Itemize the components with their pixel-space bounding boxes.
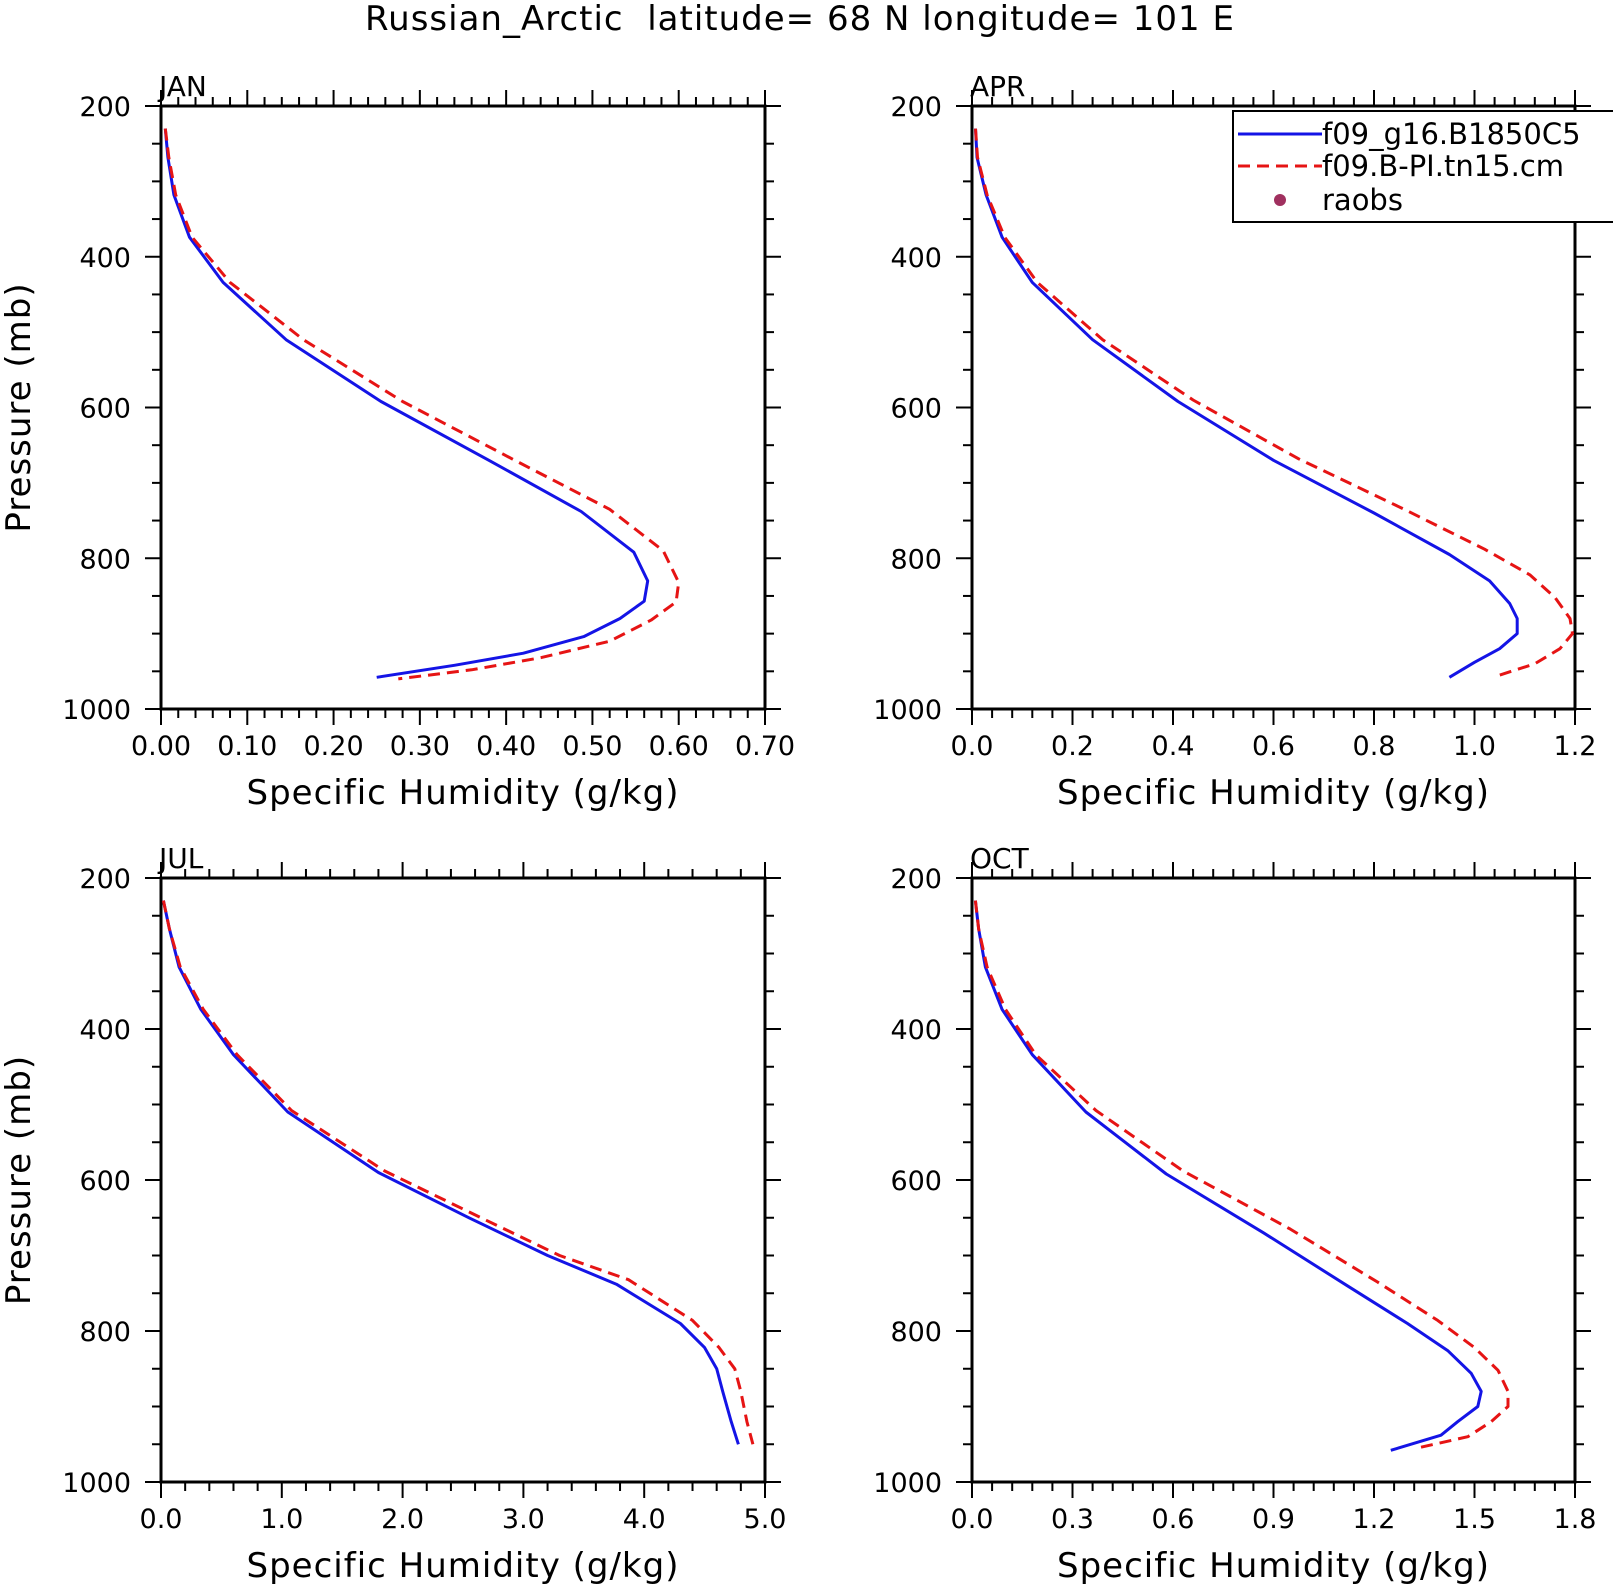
legend-label-model2: f09.B-PI.tn15.cm [1322, 149, 1564, 183]
panel-title-jan: JAN [157, 70, 207, 103]
legend: f09_g16.B1850C5 f09.B-PI.tn15.cm raobs [1232, 110, 1613, 223]
x-tick-label: 1.2 [1554, 731, 1597, 762]
y-tick-label: 200 [79, 864, 131, 895]
series-line-oct-2 [973, 900, 1510, 1450]
series-line-apr-1 [974, 128, 1519, 679]
x-tick-label: 0.9 [1252, 1504, 1295, 1535]
series-line-jan-1 [163, 128, 650, 679]
x-axis-label-oct: Specific Humidity (g/kg) [1057, 1546, 1490, 1586]
x-tick-label: 0.4 [1152, 731, 1195, 762]
y-tick-label: 600 [79, 1166, 131, 1197]
series-line-jan-2 [163, 128, 681, 681]
x-axis-label-jan: Specific Humidity (g/kg) [247, 773, 680, 813]
y-tick-label: 800 [79, 1317, 131, 1348]
x-tick-label: 0.0 [951, 731, 994, 762]
y-tick-label: 600 [890, 394, 942, 425]
panel-oct: OCT 0.0 0.3 0.6 0.9 1.2 1.5 1.8 200 400 600 800 1000… [873, 842, 1596, 1586]
y-tick-label: 1000 [873, 695, 942, 726]
plot-frame-jan [159, 104, 767, 711]
series-line-jul-2 [161, 900, 755, 1445]
y-tick-label: 200 [890, 864, 942, 895]
x-tick-label: 1.0 [1453, 731, 1496, 762]
panel-title-apr: APR [970, 70, 1026, 103]
legend-label-model1: f09_g16.B1850C5 [1322, 117, 1581, 151]
x-tick-label: 0.0 [951, 1504, 994, 1535]
x-tick-label: 0.10 [217, 731, 277, 762]
y-tick-label: 200 [79, 92, 131, 123]
y-axis-label-jul: Pressure (mb) [0, 1055, 39, 1305]
x-tick-label: 0.50 [562, 731, 622, 762]
legend-box [1232, 110, 1613, 223]
series-line-apr-2 [974, 128, 1574, 677]
x-tick-label: 1.8 [1554, 1504, 1597, 1535]
y-tick-label: 800 [890, 544, 942, 575]
y-tick-label: 600 [79, 394, 131, 425]
y-tick-label: 400 [79, 243, 131, 274]
x-tick-label: 3.0 [502, 1504, 545, 1535]
x-tick-label: 0.8 [1353, 731, 1396, 762]
panel-jan: JAN 0.00 0.10 0.20 0.30 0.40 0.50 0.60 0.70 200 40… [0, 70, 795, 813]
y-axis-label-jan: Pressure (mb) [0, 282, 39, 532]
y-tick-label: 1000 [873, 1468, 942, 1499]
x-tick-label: 0.70 [735, 731, 795, 762]
panel-jul: JUL 0.0 1.0 2.0 3.0 4.0 5.0 200 400 600 800 1000 Spe… [0, 842, 786, 1586]
x-tick-label: 0.0 [140, 1504, 183, 1535]
panel-apr: APR 0.0 0.2 0.4 0.6 0.8 1.0 1.2 200 400 600 800 1000… [873, 70, 1596, 813]
x-tick-label: 0.00 [131, 731, 191, 762]
plot-frame-oct [970, 876, 1577, 1484]
x-tick-label: 0.3 [1051, 1504, 1094, 1535]
x-tick-label: 1.0 [260, 1504, 303, 1535]
legend-marker-raobs [1274, 194, 1286, 206]
panel-title-oct: OCT [970, 842, 1030, 875]
series-line-jul-1 [161, 900, 740, 1445]
x-tick-label: 5.0 [744, 1504, 787, 1535]
x-tick-label: 4.0 [623, 1504, 666, 1535]
x-tick-label: 1.2 [1353, 1504, 1396, 1535]
y-tick-label: 400 [890, 243, 942, 274]
series-line-oct-1 [973, 900, 1483, 1452]
x-tick-label: 0.20 [304, 731, 364, 762]
x-tick-label: 1.5 [1453, 1504, 1496, 1535]
plot-frame-jul [159, 876, 767, 1484]
y-tick-label: 400 [890, 1015, 942, 1046]
x-tick-label: 0.60 [649, 731, 709, 762]
x-tick-label: 0.30 [390, 731, 450, 762]
x-axis-label-jul: Specific Humidity (g/kg) [247, 1546, 680, 1586]
panel-title-jul: JUL [157, 842, 204, 875]
x-axis-label-apr: Specific Humidity (g/kg) [1057, 773, 1490, 813]
x-tick-label: 0.40 [476, 731, 536, 762]
y-tick-label: 1000 [62, 695, 131, 726]
y-tick-label: 400 [79, 1015, 131, 1046]
x-tick-label: 2.0 [381, 1504, 424, 1535]
figure-title: Russian_Arctic latitude= 68 N longitude=… [365, 0, 1235, 39]
y-tick-label: 800 [890, 1317, 942, 1348]
legend-label-raobs: raobs [1322, 183, 1403, 217]
x-tick-label: 0.6 [1252, 731, 1295, 762]
x-tick-label: 0.2 [1051, 731, 1094, 762]
y-tick-label: 600 [890, 1166, 942, 1197]
y-tick-label: 800 [79, 544, 131, 575]
y-tick-label: 200 [890, 92, 942, 123]
x-tick-label: 0.6 [1152, 1504, 1195, 1535]
y-tick-label: 1000 [62, 1468, 131, 1499]
